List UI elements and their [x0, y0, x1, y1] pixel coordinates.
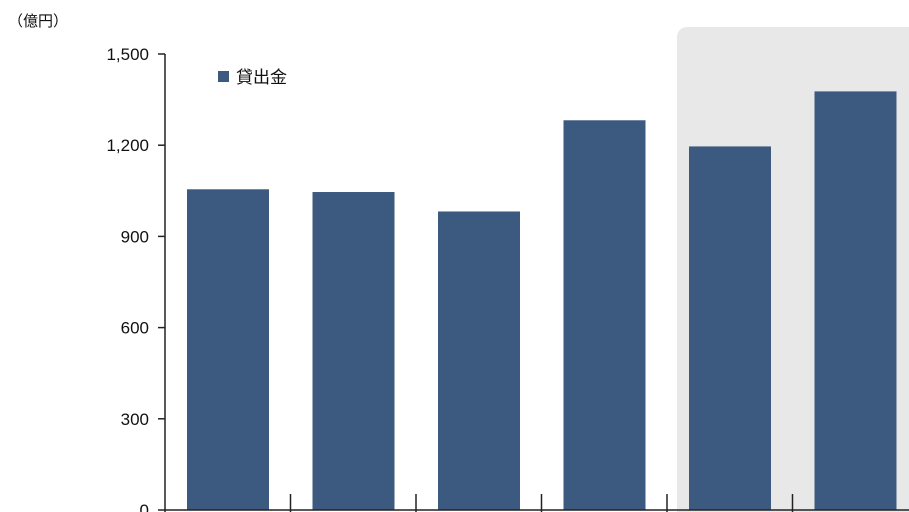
x-axis: [165, 494, 909, 512]
y-tick-label: 600: [121, 319, 149, 338]
bar-2: [312, 192, 395, 511]
bar-1: [187, 189, 269, 510]
y-axis: 0 300 600 900 1,200 1,500: [106, 45, 166, 512]
bar-5: [689, 146, 771, 510]
y-tick-label: 300: [121, 410, 149, 429]
legend: 貸出金: [218, 68, 287, 87]
bar-6: [814, 91, 897, 510]
y-axis-unit-label: （億円）: [8, 13, 68, 30]
y-tick-label: 1,200: [106, 136, 149, 155]
bars-group: [187, 91, 897, 511]
legend-swatch: [218, 71, 229, 82]
y-tick-label: 900: [121, 227, 149, 246]
bar-4: [563, 120, 646, 510]
y-tick-label: 0: [140, 501, 149, 512]
legend-label: 貸出金: [236, 68, 287, 87]
y-tick-label: 1,500: [106, 45, 149, 64]
bar-3: [438, 211, 520, 511]
